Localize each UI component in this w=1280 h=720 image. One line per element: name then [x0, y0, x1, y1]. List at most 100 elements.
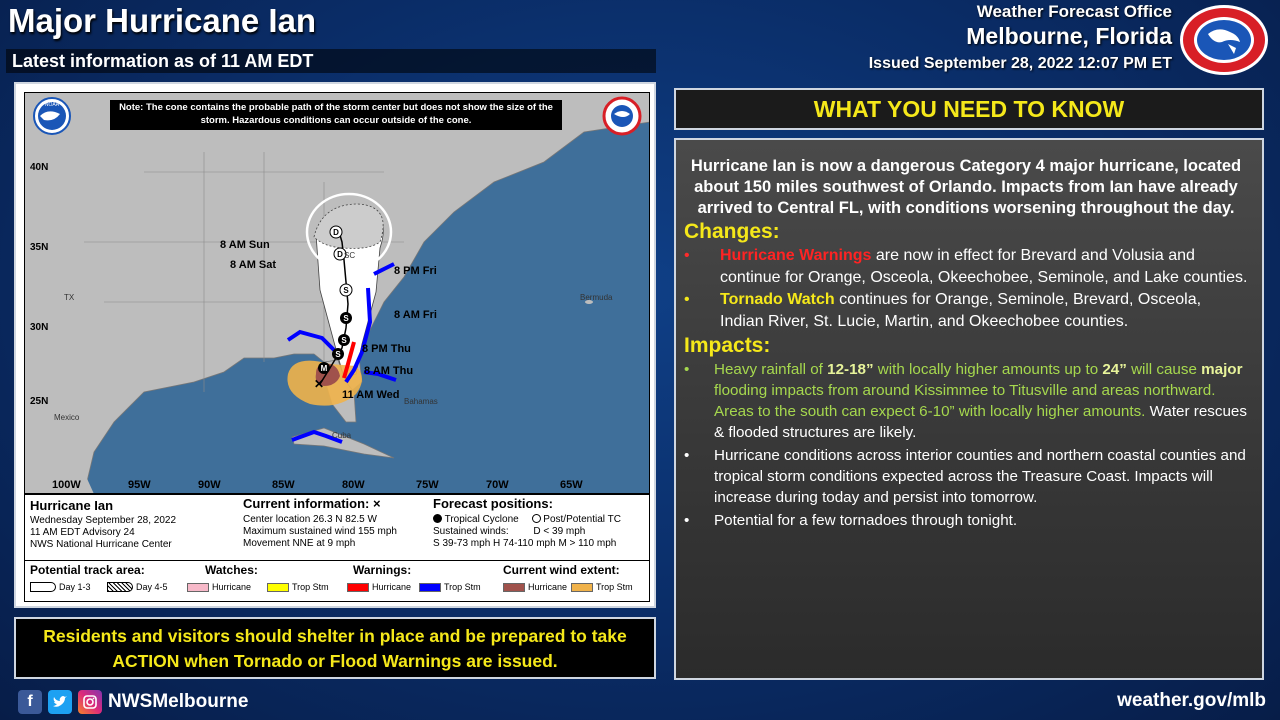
legend-advisory-block: Wednesday September 28, 2022 11 AM EDT A…	[30, 515, 176, 551]
lon-95w: 95W	[128, 479, 151, 491]
legend-center: NWS National Hurricane Center	[30, 539, 172, 550]
impacts-list: Heavy rainfall of 12-18” with locally hi…	[684, 359, 1248, 531]
day45-cone-icon	[107, 582, 133, 592]
wind-hurricane-swatch	[503, 582, 525, 592]
watch-hurricane-swatch	[187, 582, 209, 592]
legend-watch-ts: Trop Stm	[267, 582, 329, 592]
office-line-2: Melbourne, Florida	[966, 23, 1172, 49]
legend-day13-label: Day 1-3	[59, 582, 91, 592]
legend-wind-ts: Trop Stm	[571, 582, 633, 592]
point-m1: M	[321, 364, 328, 373]
legend-forecast-title: Forecast positions:	[433, 496, 553, 511]
warn-hurricane-swatch	[347, 582, 369, 592]
point-s3: S	[341, 336, 347, 345]
social-handle[interactable]: NWSMelbourne	[108, 691, 249, 712]
warn-ts-swatch	[419, 582, 441, 592]
watch-hurricane-label: Hurricane	[212, 582, 252, 592]
day13-cone-icon	[30, 582, 56, 592]
instagram-icon[interactable]	[78, 690, 102, 714]
impact1-g: flooding impacts from around Kissimmee t…	[714, 382, 1216, 420]
point-d1: D	[333, 228, 339, 237]
place-sc: SC	[344, 251, 355, 260]
legend-storm-name: Hurricane Ian	[30, 498, 114, 513]
legend-day13: Day 1-3	[30, 582, 91, 592]
legend-center-location: Center location 26.3 N 82.5 W	[243, 514, 377, 525]
page-subtitle: Latest information as of 11 AM EDT	[6, 49, 656, 73]
map-legend: Hurricane Ian Wednesday September 28, 20…	[24, 494, 650, 602]
place-cuba: Cuba	[332, 431, 352, 440]
legend-row-2: Potential track area: Day 1-3 Day 4-5 Wa…	[25, 560, 649, 601]
wind-hurricane-label: Hurricane	[528, 582, 568, 592]
info-panel: Hurricane Ian is now a dangerous Categor…	[674, 138, 1264, 680]
change1-text: are now in effect for Brevard and Volusi…	[720, 247, 1248, 286]
tropical-cyclone-icon	[433, 514, 442, 523]
legend-current-title: Current information: ×	[243, 496, 381, 511]
label-8am-sun: 8 AM Sun	[220, 239, 270, 251]
legend-track-title: Potential track area:	[30, 563, 145, 577]
lon-80w: 80W	[342, 479, 365, 491]
svg-text:✕: ✕	[314, 377, 324, 391]
legend-day45: Day 4-5	[107, 582, 168, 592]
lon-85w: 85W	[272, 479, 295, 491]
lon-100w: 100W	[52, 479, 81, 491]
place-bermuda: Bermuda	[580, 293, 613, 302]
legend-wind-hurricane: Hurricane	[503, 582, 567, 592]
watch-ts-swatch	[267, 582, 289, 592]
legend-watches-title: Watches:	[205, 563, 258, 577]
change1-emphasis: Hurricane Warnings	[720, 247, 872, 264]
twitter-icon[interactable]	[48, 690, 72, 714]
point-s4: S	[335, 350, 341, 359]
watch-ts-label: Trop Stm	[292, 582, 329, 592]
legend-advisory: 11 AM EDT Advisory 24	[30, 527, 135, 538]
impact1-a: Heavy rainfall of	[714, 361, 828, 378]
forecast-cone-map: ✕ D D S S S S M 8 AM Sun 8 AM Sat 8 PM F…	[24, 92, 650, 494]
changes-list: Hurricane Warnings are now in effect for…	[684, 245, 1248, 333]
place-bahamas: Bahamas	[404, 397, 438, 406]
legend-watch-hurricane: Hurricane	[187, 582, 251, 592]
legend-d-range: D < 39 mph	[533, 526, 586, 537]
label-8pm-thu: 8 PM Thu	[362, 343, 411, 355]
social-footer: f NWSMelbourne	[18, 690, 248, 714]
legend-forecast-block: Tropical Cyclone Post/Potential TC Susta…	[433, 514, 621, 550]
summary-text: Hurricane Ian is now a dangerous Categor…	[690, 157, 1242, 217]
forecast-map-panel: ✕ D D S S S S M 8 AM Sun 8 AM Sat 8 PM F…	[14, 82, 656, 608]
warn-ts-label: Trop Stm	[444, 582, 481, 592]
place-mexico: Mexico	[54, 413, 80, 422]
office-info: Weather Forecast Office Melbourne, Flori…	[869, 2, 1172, 73]
office-line-1: Weather Forecast Office	[976, 2, 1172, 21]
change-item-1: Hurricane Warnings are now in effect for…	[684, 245, 1248, 289]
what-you-need-to-know-title: WHAT YOU NEED TO KNOW	[674, 88, 1264, 130]
changes-heading: Changes:	[684, 220, 780, 243]
warn-hurricane-label: Hurricane	[372, 582, 412, 592]
legend-post-tc: Post/Potential TC	[543, 514, 621, 525]
legend-warn-hurricane: Hurricane	[347, 582, 411, 592]
label-8am-sat: 8 AM Sat	[230, 259, 276, 271]
label-11am-wed: 11 AM Wed	[342, 389, 399, 401]
page-title: Major Hurricane Ian	[8, 2, 317, 39]
shelter-alert: Residents and visitors should shelter in…	[14, 617, 656, 679]
impact1-e: will cause	[1126, 361, 1202, 378]
legend-warn-ts: Trop Stm	[419, 582, 481, 592]
legend-movement: Movement NNE at 9 mph	[243, 538, 356, 549]
website-link[interactable]: weather.gov/mlb	[1117, 690, 1266, 711]
lat-35n: 35N	[30, 242, 48, 253]
point-d2: D	[337, 250, 343, 259]
wind-ts-label: Trop Stm	[596, 582, 633, 592]
label-8pm-fri: 8 PM Fri	[394, 265, 437, 277]
nws-map-logo-icon	[602, 96, 642, 136]
label-8am-fri: 8 AM Fri	[394, 309, 437, 321]
legend-date: Wednesday September 28, 2022	[30, 515, 177, 526]
change2-emphasis: Tornado Watch	[720, 291, 835, 308]
noaa-label: NOAA	[45, 102, 60, 108]
impact1-d: 24”	[1102, 361, 1127, 378]
wind-ts-swatch	[571, 582, 593, 592]
impact1-f: major	[1201, 361, 1243, 378]
legend-wind-title: Current wind extent:	[503, 563, 620, 577]
impact1-c: with locally higher amounts up to	[873, 361, 1103, 378]
noaa-logo-icon: NOAA	[33, 97, 71, 135]
lon-65w: 65W	[560, 479, 583, 491]
facebook-icon[interactable]: f	[18, 690, 42, 714]
lon-90w: 90W	[198, 479, 221, 491]
change-item-2: Tornado Watch continues for Orange, Semi…	[684, 289, 1248, 333]
lat-25n: 25N	[30, 396, 48, 407]
